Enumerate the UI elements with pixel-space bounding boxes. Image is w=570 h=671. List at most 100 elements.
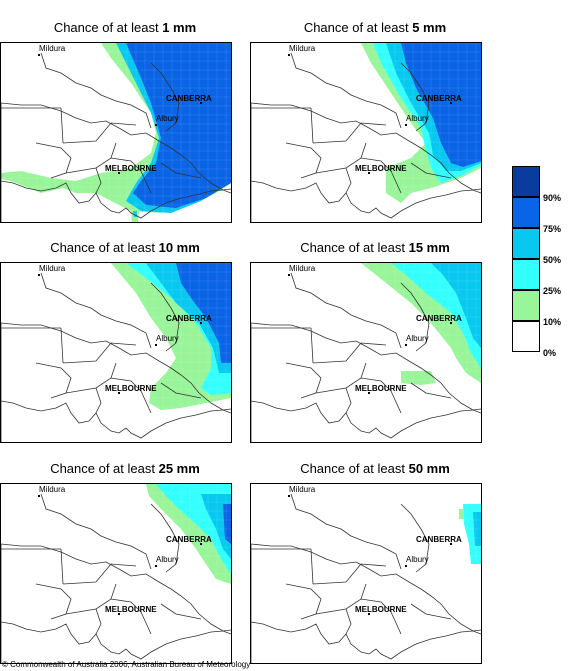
city-label-melbourne: MELBOURNE	[355, 384, 407, 393]
city-label-canberra: CANBERRA	[166, 535, 212, 544]
district-border	[290, 52, 402, 129]
district-border	[251, 107, 387, 144]
district-border	[251, 548, 387, 585]
city-label-mildura: Mildura	[39, 264, 66, 273]
panel-title: Chance of at least 50 mm	[300, 461, 450, 476]
district-border	[400, 62, 430, 132]
city-label-mildura: Mildura	[39, 485, 66, 494]
rainfall-probability-map: Mildura CANBERRA Albury MELBOURNE	[250, 42, 482, 223]
panel-title: Chance of at least 10 mm	[50, 240, 200, 255]
legend-swatch-90	[512, 166, 540, 197]
grid-overlay	[1, 484, 231, 663]
city-label-canberra: CANBERRA	[416, 314, 462, 323]
district-border	[95, 583, 202, 635]
city-marker	[368, 392, 370, 394]
city-label-mildura: Mildura	[289, 44, 316, 53]
map-canvas: Mildura CANBERRA Albury MELBOURNE	[251, 484, 481, 663]
district-border	[40, 493, 152, 570]
probability-area	[401, 371, 436, 385]
district-border	[290, 272, 402, 349]
district-border	[150, 62, 180, 132]
city-marker	[118, 392, 120, 394]
district-border	[290, 493, 402, 570]
map-canvas: Mildura CANBERRA Albury MELBOURNE	[1, 43, 231, 222]
city-label-albury: Albury	[156, 114, 179, 123]
city-label-canberra: CANBERRA	[416, 94, 462, 103]
district-border	[251, 621, 481, 660]
city-marker	[450, 543, 452, 545]
district-border	[1, 322, 231, 414]
city-marker	[450, 322, 452, 324]
district-border	[1, 327, 137, 364]
rainfall-probability-map: Mildura CANBERRA Albury MELBOURNE	[0, 42, 232, 223]
district-border	[345, 142, 452, 194]
city-label-mildura: Mildura	[289, 485, 316, 494]
city-marker	[118, 172, 120, 174]
city-marker	[118, 613, 120, 615]
city-marker	[288, 495, 290, 497]
probability-area	[126, 43, 231, 208]
map-canvas: Mildura CANBERRA Albury MELBOURNE	[1, 263, 231, 442]
legend-swatch-75	[512, 197, 540, 228]
city-label-albury: Albury	[156, 334, 179, 343]
district-border	[251, 322, 481, 414]
grid-overlay	[251, 263, 481, 442]
city-marker	[155, 565, 157, 567]
city-label-melbourne: MELBOURNE	[355, 164, 407, 173]
district-border	[345, 362, 452, 414]
grid-overlay	[1, 43, 231, 222]
city-marker	[368, 172, 370, 174]
district-border	[40, 272, 152, 349]
legend-swatch-10	[512, 290, 540, 321]
legend-label-25: 25%	[543, 286, 562, 296]
city-marker	[405, 344, 407, 346]
district-border	[400, 503, 430, 573]
city-marker	[200, 543, 202, 545]
district-border	[40, 52, 152, 129]
panel-title: Chance of at least 5 mm	[303, 20, 447, 35]
city-label-melbourne: MELBOURNE	[105, 605, 157, 614]
rainfall-probability-map: Mildura CANBERRA Albury MELBOURNE	[0, 262, 232, 443]
legend-label-75: 75%	[543, 224, 562, 234]
rainfall-probability-map: Mildura CANBERRA Albury MELBOURNE	[250, 262, 482, 443]
city-label-canberra: CANBERRA	[416, 535, 462, 544]
city-label-melbourne: MELBOURNE	[105, 384, 157, 393]
district-border	[251, 400, 481, 439]
probability-area	[473, 512, 481, 546]
legend-swatch-25	[512, 259, 540, 290]
map-canvas: Mildura CANBERRA Albury MELBOURNE	[251, 263, 481, 442]
probability-area	[223, 504, 231, 544]
probability-area	[431, 263, 481, 348]
rainfall-probability-map: Mildura CANBERRA Albury MELBOURNE	[0, 483, 232, 664]
legend-label-90: 90%	[543, 193, 562, 203]
city-marker	[405, 124, 407, 126]
grid-overlay	[251, 43, 481, 222]
panel-title: Chance of at least 1 mm	[53, 20, 197, 35]
map-canvas: Mildura CANBERRA Albury MELBOURNE	[1, 484, 231, 663]
city-marker	[200, 102, 202, 104]
city-label-melbourne: MELBOURNE	[355, 605, 407, 614]
probability-legend: 90% 75% 50% 25% 10% 0%	[512, 166, 570, 358]
city-label-albury: Albury	[156, 555, 179, 564]
city-label-canberra: CANBERRA	[166, 314, 212, 323]
district-border	[95, 362, 202, 414]
district-border	[345, 583, 452, 635]
panel-title: Chance of at least 15 mm	[300, 240, 450, 255]
probability-area	[176, 263, 231, 363]
district-border	[150, 282, 180, 352]
city-marker	[38, 274, 40, 276]
district-border	[1, 107, 137, 144]
district-border	[150, 503, 180, 573]
city-label-melbourne: MELBOURNE	[105, 164, 157, 173]
district-border	[1, 543, 231, 635]
district-border	[400, 282, 430, 352]
grid-overlay	[1, 263, 231, 442]
legend-label-50: 50%	[543, 255, 562, 265]
city-marker	[405, 565, 407, 567]
city-label-albury: Albury	[406, 334, 429, 343]
copyright-notice: © Commonwealth of Australia 2006, Austra…	[2, 660, 251, 669]
legend-label-10: 10%	[543, 317, 562, 327]
city-marker	[450, 102, 452, 104]
city-label-canberra: CANBERRA	[166, 94, 212, 103]
district-border	[1, 548, 137, 585]
